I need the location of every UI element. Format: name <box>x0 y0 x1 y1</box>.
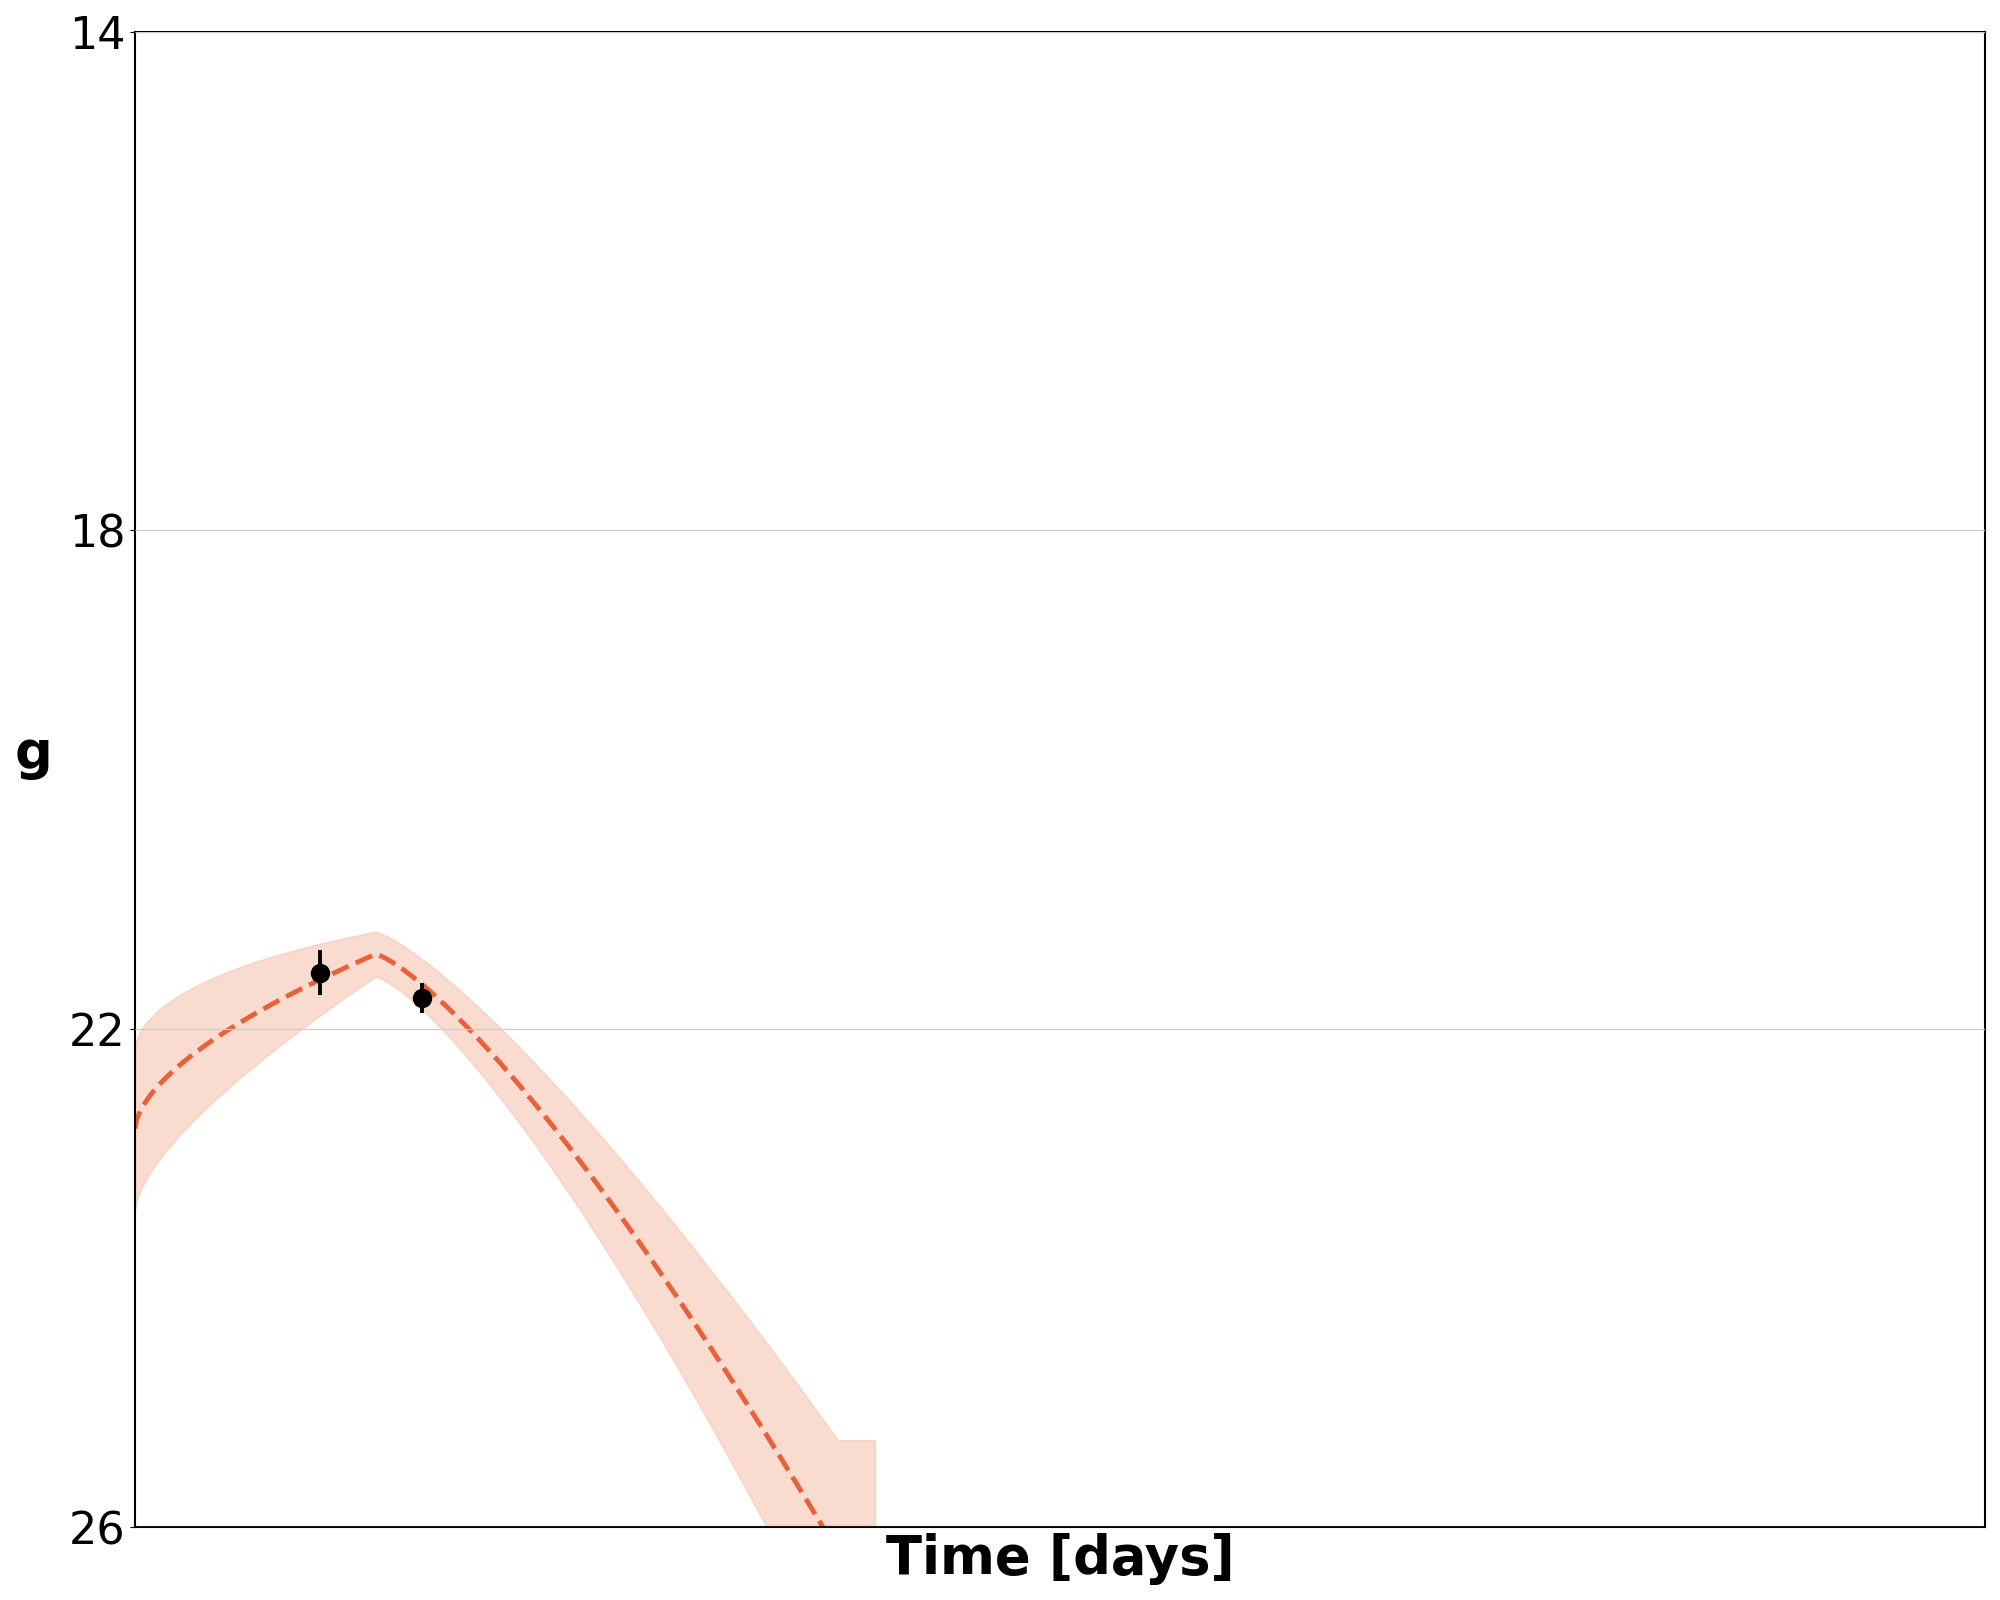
X-axis label: Time [days]: Time [days] <box>886 1533 1234 1586</box>
Y-axis label: g: g <box>16 728 52 779</box>
